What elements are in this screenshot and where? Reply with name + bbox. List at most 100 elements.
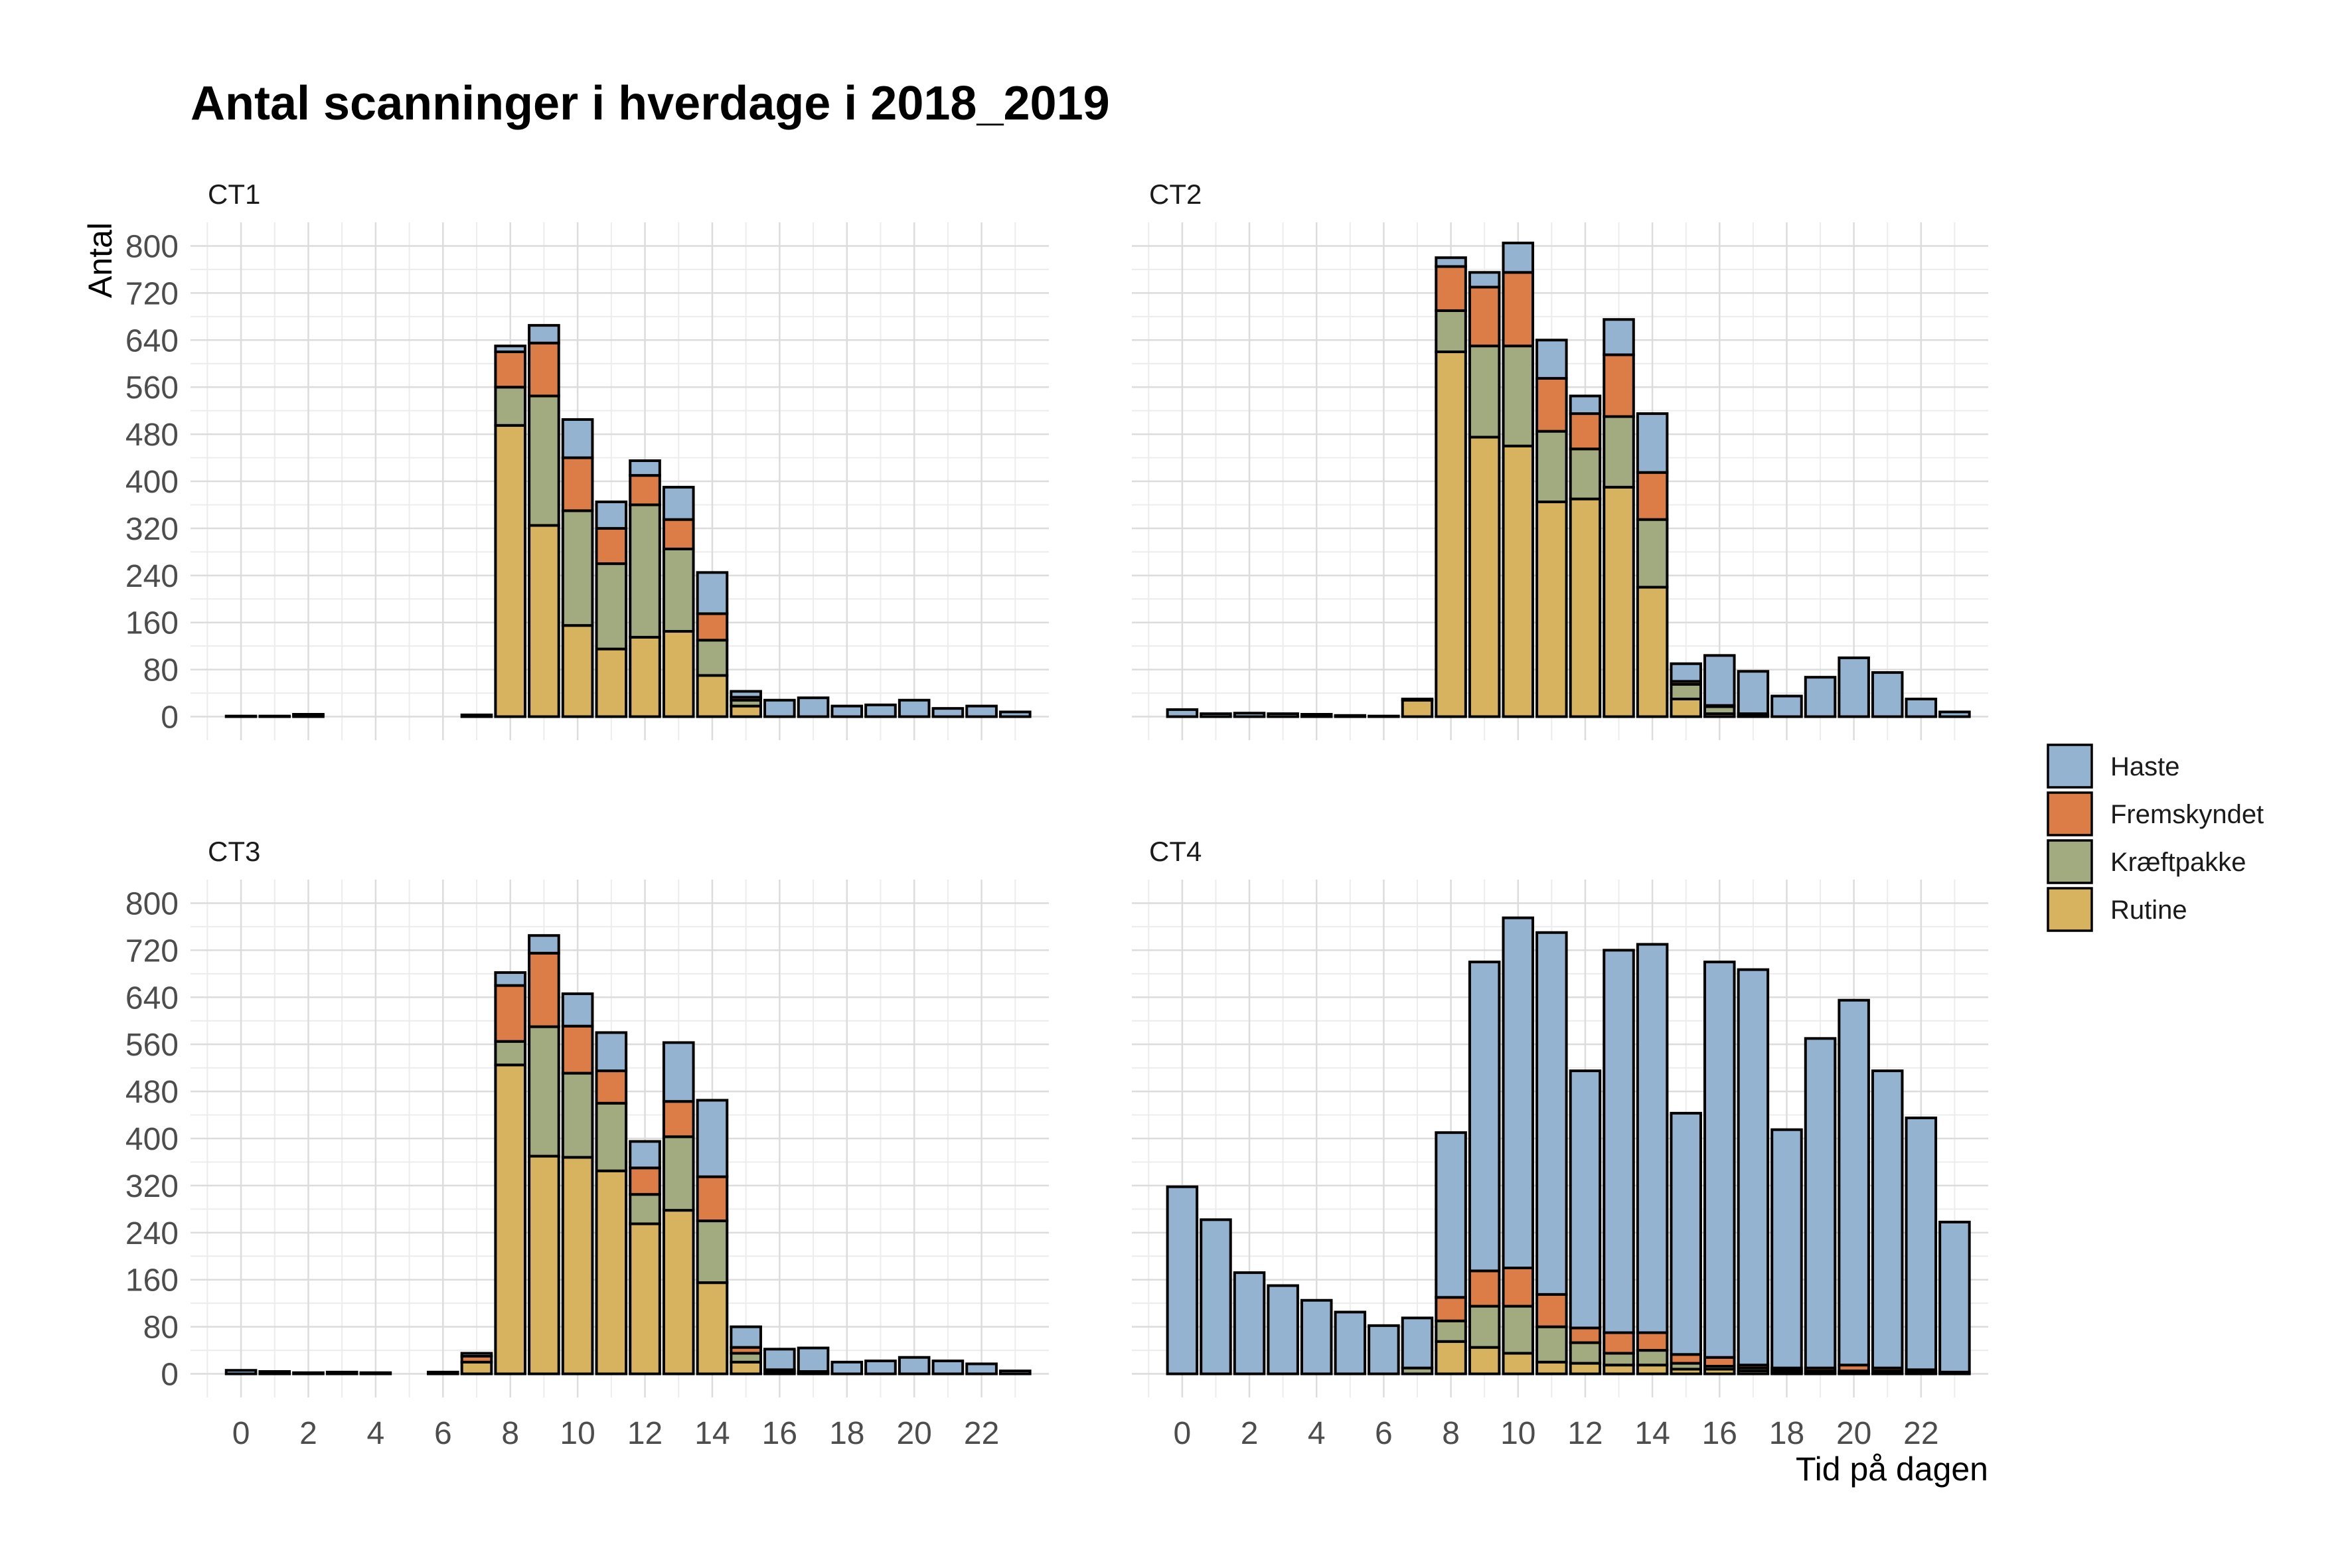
- bar-segment-haste: [1636, 412, 1669, 474]
- bar-segment-haste: [426, 1370, 459, 1375]
- bar-segment-kræftpakke: [528, 394, 560, 527]
- bar-segment-kræftpakke: [1535, 430, 1568, 504]
- bar-segment-haste: [1502, 242, 1535, 274]
- bar-segment-haste: [898, 1356, 931, 1375]
- x-tick-label: 2: [1241, 1416, 1259, 1451]
- bar-segment-fremskyndet: [494, 351, 527, 389]
- bar-stack-hour-16: [763, 698, 796, 718]
- bar-segment-haste: [1636, 943, 1669, 1334]
- panel-ct4: CT4 0 2 4 6 8 10 12 14 16 18 20 22: [1132, 836, 1988, 1451]
- bar-stack-hour-11: [1535, 931, 1568, 1375]
- bar-stack-hour-8: [494, 345, 527, 718]
- y-tick-label: 480: [125, 1075, 179, 1110]
- bar-stack-hour-13: [1603, 949, 1635, 1375]
- bar-stack-hour-15: [1670, 662, 1702, 718]
- bar-segment-fremskyndet: [561, 456, 594, 512]
- bar-segment-haste: [1838, 656, 1870, 718]
- panel-ct2: CT2: [1132, 179, 1988, 740]
- bar-stack-hour-13: [662, 1041, 695, 1375]
- bar-segment-rutine: [224, 714, 258, 718]
- x-tick-label: 22: [1903, 1416, 1938, 1451]
- bar-segment-fremskyndet: [1636, 1331, 1669, 1352]
- bar-stack-hour-11: [595, 1031, 628, 1375]
- bar-stack-hour-14: [1636, 943, 1669, 1375]
- x-tick-label: 10: [560, 1416, 595, 1451]
- bar-stack-hour-21: [1871, 671, 1904, 718]
- bar-stack-hour-2: [292, 1371, 325, 1375]
- bar-stack-hour-10: [1502, 242, 1535, 718]
- bar-segment-rutine: [494, 1063, 527, 1375]
- bar-stack-hour-6: [1368, 714, 1400, 718]
- bar-segment-haste: [1569, 394, 1602, 416]
- bar-segment-fremskyndet: [696, 612, 729, 642]
- bar-segment-haste: [931, 1360, 965, 1375]
- bar-stack-hour-18: [1770, 1128, 1803, 1375]
- y-tick-label: 160: [125, 1263, 179, 1298]
- bar-segment-fremskyndet: [1569, 412, 1602, 451]
- y-tick-label: 320: [125, 1169, 179, 1204]
- bar-segment-rutine: [1569, 497, 1602, 718]
- bar-stack-hour-21: [931, 707, 965, 718]
- bar-stack-hour-18: [1770, 694, 1803, 718]
- x-tick-label: 12: [627, 1416, 663, 1451]
- legend-key-haste: [2047, 744, 2093, 789]
- bar-segment-haste: [998, 710, 1032, 718]
- bar-segment-haste: [1905, 697, 1938, 718]
- bar-segment-haste: [1838, 998, 1870, 1367]
- panel-label: CT4: [1149, 836, 1202, 867]
- bar-segment-haste: [1603, 318, 1635, 356]
- legend-key-fremskyndet: [2047, 791, 2093, 836]
- bar-segment-kræftpakke: [561, 1071, 594, 1159]
- bar-segment-kræftpakke: [1569, 447, 1602, 501]
- bar-segment-haste: [1468, 961, 1501, 1273]
- bar-segment-haste: [1267, 1284, 1299, 1375]
- bar-segment-rutine: [1502, 444, 1535, 718]
- x-tick-label: 12: [1567, 1416, 1603, 1451]
- bar-segment-haste: [359, 1371, 392, 1375]
- bar-segment-haste: [561, 418, 594, 459]
- bar-segment-haste: [1435, 1131, 1467, 1299]
- bar-segment-kræftpakke: [1636, 518, 1669, 589]
- y-tick-label: 800: [125, 229, 179, 264]
- y-tick-label: 400: [125, 1122, 179, 1157]
- bar-segment-fremskyndet: [629, 474, 661, 507]
- bar-stack-hour-3: [1267, 1284, 1299, 1375]
- bar-segment-rutine: [528, 1154, 560, 1375]
- y-tick-label: 320: [125, 512, 179, 547]
- bar-segment-haste: [1603, 949, 1635, 1334]
- bar-segment-rutine: [662, 630, 695, 718]
- legend: Haste Fremskyndet Kræftpakke Rutine: [2047, 744, 2264, 932]
- bar-segment-haste: [460, 1352, 493, 1358]
- x-tick-label: 2: [299, 1416, 317, 1451]
- bar-stack-hour-9: [528, 934, 560, 1375]
- bar-stack-hour-19: [864, 1360, 897, 1375]
- bar-stack-hour-6: [1368, 1324, 1400, 1375]
- bar-segment-rutine: [730, 704, 762, 718]
- x-tick-label: 6: [1375, 1416, 1393, 1451]
- bar-segment-haste: [696, 1099, 729, 1178]
- bar-segment-fremskyndet: [1435, 1296, 1467, 1322]
- bar-segment-haste: [1200, 1218, 1232, 1375]
- bar-stack-hour-13: [662, 485, 695, 718]
- bar-stack-hour-7: [1401, 697, 1434, 718]
- bar-stack-hour-9: [528, 324, 560, 718]
- bar-segment-haste: [662, 485, 695, 521]
- bar-segment-haste: [1670, 1111, 1702, 1356]
- bar-stack-hour-23: [1938, 1220, 1971, 1375]
- bar-stack-hour-1: [1200, 712, 1232, 718]
- bar-segment-fremskyndet: [1502, 271, 1535, 348]
- bar-stack-hour-11: [595, 501, 628, 718]
- legend-label: Kræftpakke: [2110, 848, 2246, 877]
- bar-stack-hour-17: [797, 696, 830, 718]
- panels-layer: CT1080160240320400480560640720800CT2CT30…: [125, 179, 1988, 1451]
- bar-segment-fremskyndet: [662, 518, 695, 550]
- bar-segment-haste: [1166, 708, 1199, 718]
- bar-segment-kræftpakke: [595, 562, 628, 651]
- bar-stack-hour-1: [1200, 1218, 1232, 1375]
- x-tick-label: 18: [1769, 1416, 1804, 1451]
- y-tick-label: 240: [125, 1216, 179, 1251]
- bar-segment-fremskyndet: [1535, 376, 1568, 433]
- panel-label: CT2: [1149, 179, 1202, 210]
- bar-stack-hour-3: [325, 1370, 358, 1375]
- bar-stack-hour-2: [292, 713, 325, 718]
